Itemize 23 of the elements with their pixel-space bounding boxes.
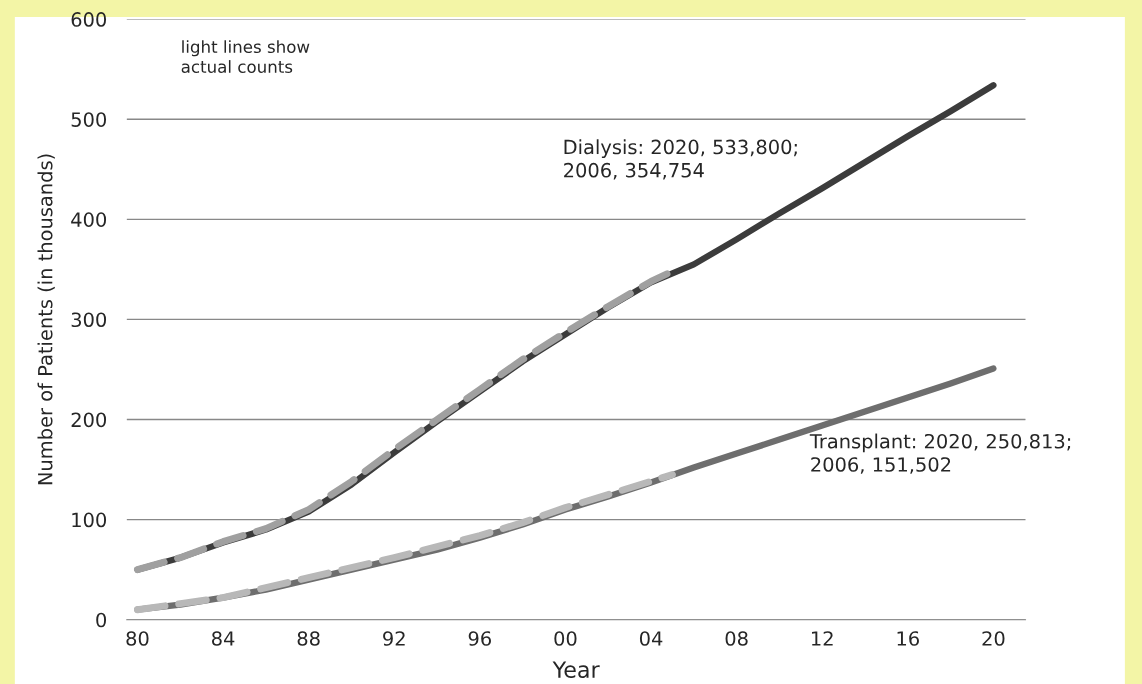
x-tick-label: 20 [982,631,1005,646]
y-tick-label: 100 [72,512,107,528]
x-tick-label: 96 [468,631,491,646]
x-tick-label: 84 [212,631,235,646]
annotation: Transplant: 2020, 250,813; 2006, 151,502 [809,433,1071,474]
y-tick-label: 600 [71,12,107,27]
x-tick-label: 08 [725,631,748,646]
y-tick-label: 0 [96,612,107,628]
x-tick-label: 80 [126,631,149,646]
annotation: Dialysis: 2020, 533,800; 2006, 354,754 [564,139,797,180]
y-tick-label: 300 [71,312,107,328]
y-axis-title: Number of Patients (in thousands) [37,154,55,485]
y-tick-label: 400 [71,212,107,227]
x-tick-label: 16 [897,631,919,646]
y-tick-label: 500 [71,112,107,127]
x-tick-label: 00 [554,631,577,646]
x-tick-label: 92 [383,631,405,646]
x-tick-label: 88 [297,631,320,646]
y-tick-label: 200 [71,412,107,428]
x-tick-label: 12 [811,631,833,646]
x-tick-label: 04 [639,631,663,646]
annotation: light lines show actual counts [181,40,310,73]
x-axis-title: Year [552,661,600,678]
